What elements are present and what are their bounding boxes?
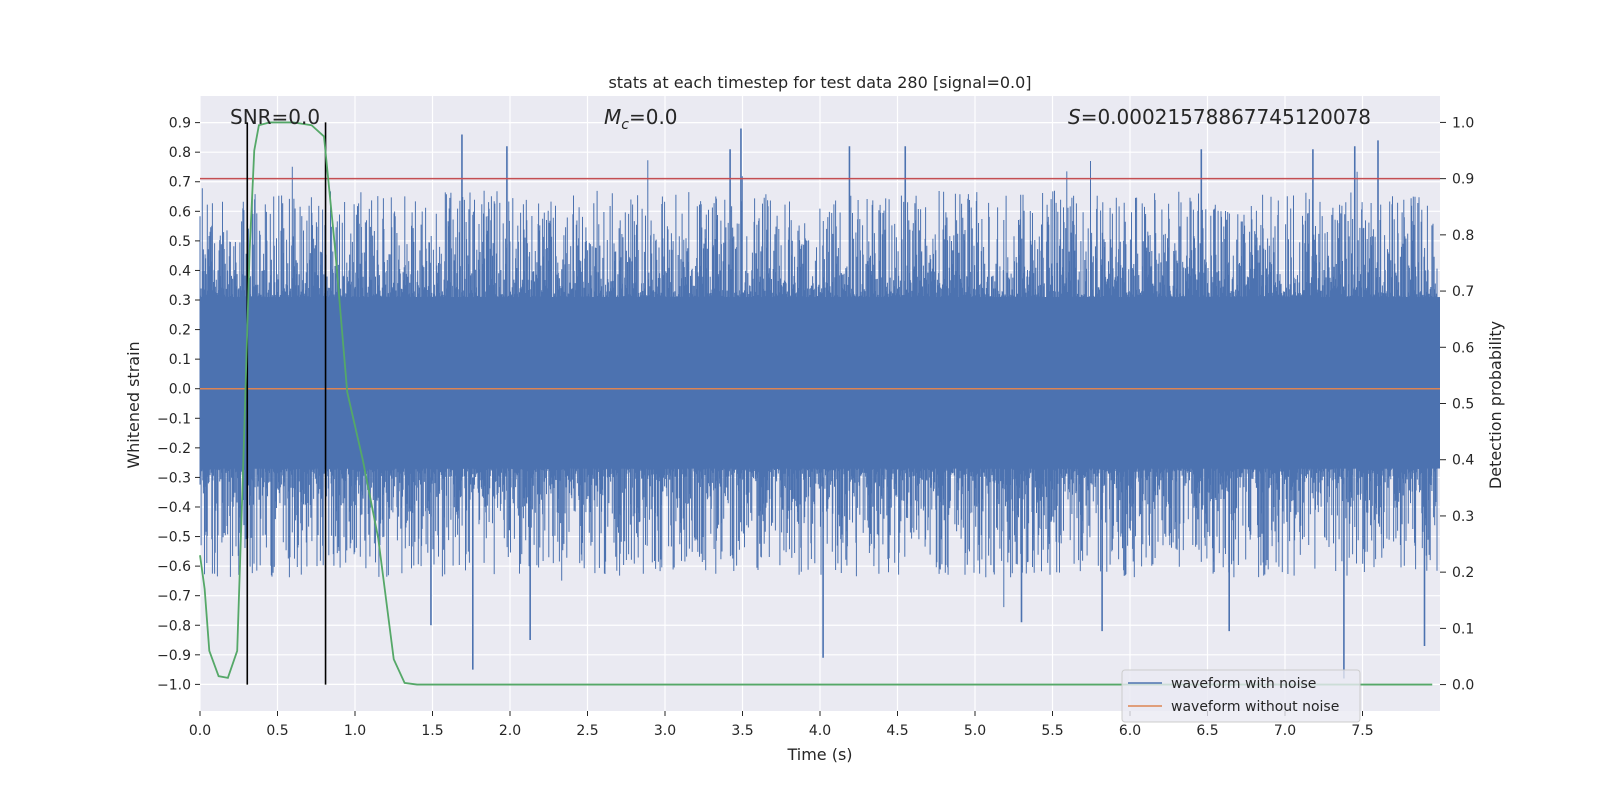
- y2-tick-label: 0.2: [1452, 565, 1474, 581]
- y2-axis-label: Detection probability: [1486, 321, 1505, 489]
- y-tick-label: 0.7: [169, 175, 191, 191]
- legend-label-noisy: waveform with noise: [1171, 676, 1316, 692]
- legend: waveform with noise waveform without noi…: [1121, 669, 1361, 723]
- x-tick-label: 7.0: [1274, 723, 1296, 739]
- y-axis-label: Whitened strain: [124, 341, 143, 468]
- y2-tick-label: 0.8: [1452, 228, 1474, 244]
- chirp-mass-symbol: M: [604, 105, 621, 129]
- detection-probability-series: [199, 121, 1433, 686]
- chirp-mass-annotation: Mc=0.0: [604, 105, 678, 133]
- x-tick-label: 7.5: [1351, 723, 1373, 739]
- event-boundary-lines: [246, 122, 327, 685]
- y-tick-label: 0.0: [169, 382, 191, 398]
- x-tick-label: 2.0: [499, 723, 521, 739]
- x-tick-label: 0.0: [189, 723, 211, 739]
- x-tick-label: 3.5: [731, 723, 753, 739]
- y-tick-label: 0.8: [169, 145, 191, 161]
- y-tick-label: 0.2: [169, 323, 191, 339]
- x-tick-label: 6.5: [1196, 723, 1218, 739]
- y-tick-label: −0.1: [157, 411, 191, 427]
- x-tick-label: 5.0: [964, 723, 986, 739]
- y2-tick-label: 0.5: [1452, 397, 1474, 413]
- y-tick-label: −0.7: [157, 589, 191, 605]
- x-tick-label: 1.5: [421, 723, 443, 739]
- x-axis-label: Time (s): [786, 745, 852, 764]
- y2-tick-label: 0.9: [1452, 172, 1474, 188]
- noise-strokes: [199, 160, 1438, 608]
- y-tick-label: 0.3: [169, 293, 191, 309]
- legend-label-clean: waveform without noise: [1171, 699, 1339, 715]
- chirp-mass-subscript: c: [621, 117, 629, 133]
- legend-frame: [1121, 669, 1361, 723]
- y-tick-label: −1.0: [157, 677, 191, 693]
- y2-tick-label: 0.0: [1452, 678, 1474, 694]
- y-tick-label: −0.2: [157, 441, 191, 457]
- score-value: =0.00021578867745120078: [1081, 105, 1371, 129]
- y-tick-label: −0.5: [157, 530, 191, 546]
- y-tick-label: 0.9: [169, 116, 191, 132]
- score-symbol: S: [1068, 105, 1081, 129]
- y2-tick-label: 1.0: [1452, 115, 1474, 131]
- x-tick-label: 0.5: [266, 723, 288, 739]
- y2-tick-label: 0.4: [1452, 453, 1474, 469]
- y-tick-label: −0.8: [157, 618, 191, 634]
- y-tick-label: −0.6: [157, 559, 191, 575]
- snr-annotation: SNR=0.0: [230, 105, 320, 129]
- y-tick-label: −0.9: [157, 648, 191, 664]
- detection-probability-line: [199, 121, 1433, 686]
- chart-title: stats at each timestep for test data 280…: [608, 73, 1031, 92]
- x-tick-label: 4.0: [809, 723, 831, 739]
- x-tick-label: 4.5: [886, 723, 908, 739]
- x-tick-label: 2.5: [576, 723, 598, 739]
- y-tick-label: 0.1: [169, 352, 191, 368]
- y-axis-ticks: 0.9 0.8 0.7 0.6 0.5 0.4 0.3 0.2 0.1 0.0 −0.1 −0.2 −0…: [157, 116, 200, 693]
- y-tick-label: −0.4: [157, 500, 191, 516]
- x-tick-label: 1.0: [344, 723, 366, 739]
- x-tick-label: 3.0: [654, 723, 676, 739]
- y2-tick-label: 0.6: [1452, 340, 1474, 356]
- y-tick-label: 0.5: [169, 234, 191, 250]
- y-tick-label: 0.4: [169, 263, 191, 279]
- x-tick-label: 5.5: [1041, 723, 1063, 739]
- noisy-waveform-series: [199, 128, 1440, 679]
- y2-tick-label: 0.3: [1452, 509, 1474, 525]
- y2-tick-label: 0.1: [1452, 621, 1474, 637]
- y2-tick-label: 0.7: [1452, 284, 1474, 300]
- y-tick-label: 0.6: [169, 204, 191, 220]
- score-annotation: S=0.00021578867745120078: [1068, 105, 1371, 129]
- y2-axis-ticks: 1.0 0.9 0.8 0.7 0.6 0.5 0.4 0.3 0.2 0.1 0.0: [1440, 115, 1474, 694]
- chirp-mass-value: =0.0: [629, 105, 678, 129]
- y-tick-label: −0.3: [157, 470, 191, 486]
- x-tick-label: 6.0: [1119, 723, 1141, 739]
